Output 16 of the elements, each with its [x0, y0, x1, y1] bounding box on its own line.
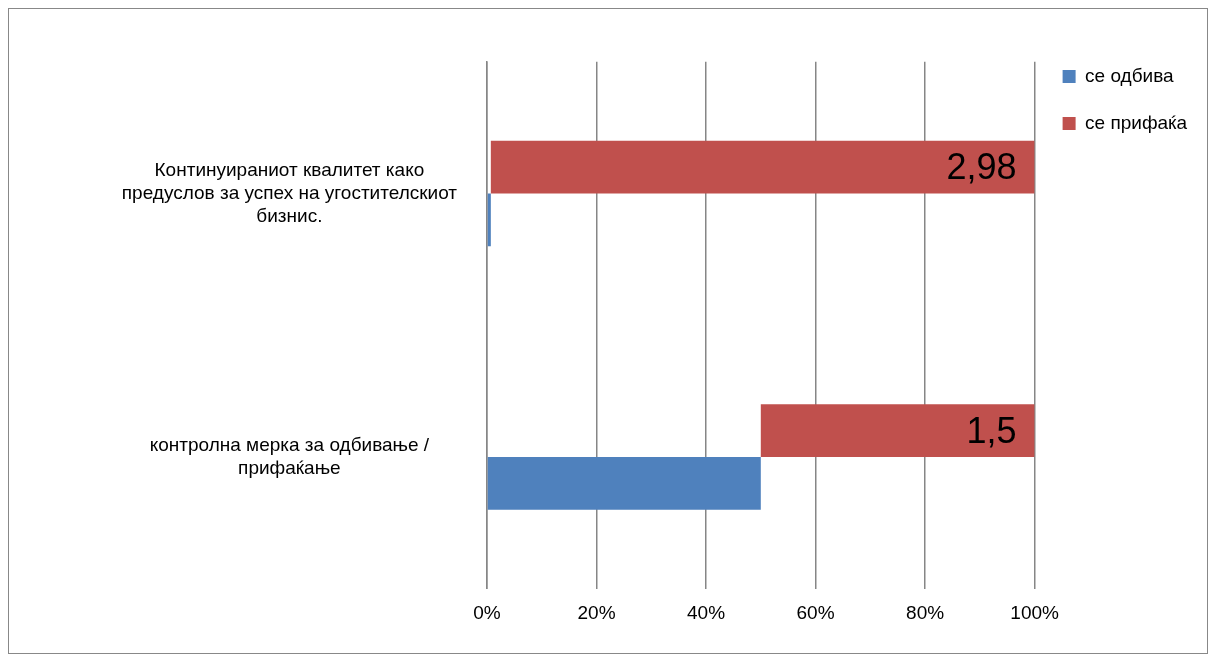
x-tick-label: 40%: [687, 602, 726, 624]
y-tick-label: контролна мерка за одбивање / прифаќање: [149, 433, 430, 478]
x-tick-label: 100%: [1010, 602, 1059, 624]
x-tick-label: 60%: [796, 602, 835, 624]
bar: [487, 193, 491, 247]
annotation: 1,5: [966, 409, 1017, 451]
bar: [760, 404, 1035, 458]
legend-label: се прифаќа: [1085, 111, 1188, 133]
bar: [490, 140, 1035, 194]
legend-label: се одбива: [1085, 64, 1175, 86]
y-tick-label: Континуираниот квалитет како предуслов за успех на угостителскиот бизнис.: [121, 158, 458, 226]
annotation: 2,98: [946, 146, 1017, 188]
bar: [487, 457, 761, 510]
x-tick-label: 20%: [577, 602, 616, 624]
x-tick-label: 0%: [473, 602, 501, 624]
x-tick-label: 80%: [906, 602, 945, 624]
